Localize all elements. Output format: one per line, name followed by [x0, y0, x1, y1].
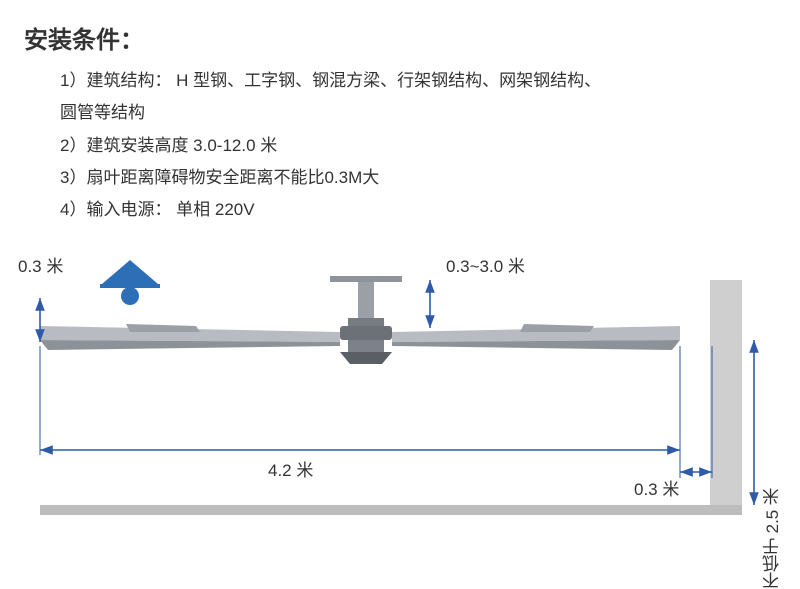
label-right-clearance: 0.3 米 — [634, 475, 679, 500]
label-drop-height: 0.3~3.0 米 — [446, 252, 525, 277]
installation-diagram: 0.3 米 0.3~3.0 米 4.2 米 0.3 米 不低于 2.5 米 — [0, 250, 800, 544]
list-item: 4）输入电源： 单相 220V — [60, 194, 800, 226]
list-item: 1）建筑结构： H 型钢、工字钢、钢混方梁、行架钢结构、网架钢结构、 — [60, 65, 800, 97]
ceiling-mount — [330, 276, 402, 326]
label-floor-clearance: 不低于 2.5 米 — [760, 488, 785, 589]
list-item: 3）扇叶距离障碍物安全距离不能比0.3M大 — [60, 162, 800, 194]
label-span: 4.2 米 — [268, 456, 313, 481]
label-left-clearance: 0.3 米 — [18, 252, 63, 277]
list-item: 2）建筑安装高度 3.0-12.0 米 — [60, 130, 800, 162]
fan-blade-left — [40, 324, 340, 350]
fan-blade-right — [392, 324, 680, 350]
list-item: 圆管等结构 — [60, 97, 800, 129]
floor — [40, 505, 742, 515]
diagram-svg — [0, 250, 800, 544]
fan-motor — [340, 326, 392, 364]
up-arrow-icon — [100, 260, 160, 305]
section-title: 安装条件： — [0, 0, 800, 65]
conditions-list: 1）建筑结构： H 型钢、工字钢、钢混方梁、行架钢结构、网架钢结构、 圆管等结构… — [0, 65, 800, 226]
wall — [710, 280, 742, 515]
